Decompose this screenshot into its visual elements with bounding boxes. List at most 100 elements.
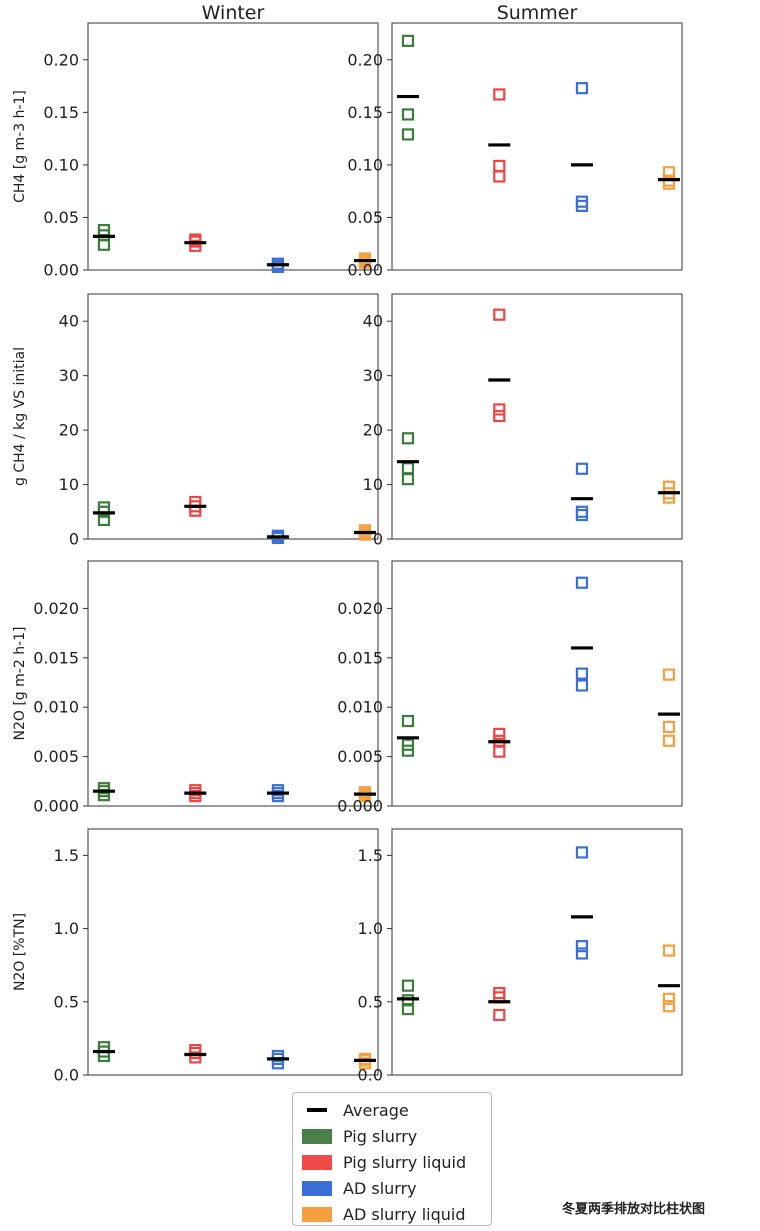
ytick-label-row-3-summer: 0.020 [337,599,383,618]
ytick-label-row-4-winter: 1.5 [54,846,79,865]
ytick-label-row-2-winter: 30 [59,366,79,385]
ytick-label-row-3-winter: 0.020 [33,599,79,618]
point-ad-slurry-liquid-summer-row-3 [662,734,676,747]
ytick-label-row-1-summer: 0.00 [347,261,383,280]
legend-average-marker [307,1108,327,1112]
ytick-label-row-3-summer: 0.015 [337,648,383,667]
point-pig-slurry-summer-row-1 [401,128,415,141]
point-ad-slurry-liquid-winter-row-2 [358,524,372,537]
ytick-label-row-3-winter: 0.010 [33,698,79,717]
ytick-label-row-1-winter: 0.00 [43,261,79,280]
ytick-label-row-1-winter: 0.20 [43,50,79,69]
point-ad-slurry-summer-row-2 [575,508,589,522]
point-ad-slurry-summer-row-4 [575,940,589,953]
row-4-ylabel: N2O [%TN] [12,913,28,991]
point-ad-slurry-summer-row-4 [575,947,589,960]
point-pig-slurry-summer-row-1 [401,108,415,121]
axes-row-2-winter [87,293,379,540]
ytick-label-row-2-summer: 10 [363,475,383,494]
point-ad-slurry-liquid-summer-row-4 [662,944,676,957]
legend: Average Pig slurry Pig slurry liquid AD … [292,1092,492,1226]
ytick-label-row-4-summer: 0.0 [358,1066,383,1085]
ytick-label-row-4-summer: 1.5 [358,846,383,865]
ytick-label-row-2-winter: 10 [59,475,79,494]
ytick-label-row-3-winter: 0.015 [33,648,79,667]
point-pig-slurry-summer-row-2 [401,473,415,486]
legend-item-pig-slurry-liquid: Pig slurry liquid [301,1149,491,1175]
ytick-label-row-2-winter: 0 [69,530,79,549]
point-pig-slurry-winter-row-2 [97,513,111,527]
caption: 冬夏两季排放对比柱状图 [562,1202,706,1217]
point-pig-slurry-summer-row-2 [401,432,415,445]
point-ad-slurry-liquid-summer-row-4 [662,1000,676,1013]
legend-item-ad-slurry-liquid: AD slurry liquid [301,1201,491,1227]
column-title-summer: Summer [497,2,578,24]
point-ad-slurry-summer-row-1 [575,82,589,95]
ytick-label-row-1-summer: 0.05 [347,208,383,227]
axes-row-3-winter [87,560,379,807]
point-ad-slurry-liquid-summer-row-2 [662,480,676,493]
row-2-ylabel: g CH4 / kg VS initial [12,347,28,486]
ytick-label-row-2-winter: 20 [59,421,79,440]
ytick-label-row-1-winter: 0.15 [43,103,79,122]
ytick-label-row-3-winter: 0.000 [33,797,79,816]
row-1-ylabel: CH4 [g m-3 h-1] [12,90,28,203]
point-pig-slurry-liquid-summer-row-2 [493,308,506,321]
legend-pig-slurry-label: Pig slurry [343,1126,418,1146]
ytick-label-row-3-summer: 0.005 [337,747,383,766]
ytick-label-row-1-summer: 0.15 [347,103,383,122]
ytick-label-row-1-summer: 0.20 [347,50,383,69]
ytick-label-row-4-summer: 0.5 [358,992,383,1011]
point-pig-slurry-winter-row-3 [97,782,111,795]
point-ad-slurry-summer-row-3 [575,667,589,680]
ytick-label-row-3-summer: 0.000 [337,797,383,816]
legend-pig-slurry-liquid-label: Pig slurry liquid [343,1152,467,1172]
point-pig-slurry-liquid-winter-row-3 [189,784,202,797]
ytick-label-row-4-winter: 0.5 [54,992,79,1011]
ytick-label-row-3-summer: 0.010 [337,698,383,717]
point-pig-slurry-liquid-summer-row-4 [493,1008,506,1022]
legend-ad-slurry-label: AD slurry [343,1178,417,1198]
legend-ad-slurry-liquid-label: AD slurry liquid [343,1204,466,1224]
point-pig-slurry-summer-row-1 [401,34,415,47]
legend-pig-slurry-liquid-patch [302,1154,332,1170]
ytick-label-row-1-summer: 0.10 [347,155,383,174]
point-ad-slurry-winter-row-4 [271,1049,285,1063]
point-ad-slurry-summer-row-3 [575,576,589,589]
point-pig-slurry-summer-row-4 [401,1003,415,1016]
point-pig-slurry-liquid-winter-row-1 [189,233,202,246]
point-pig-slurry-summer-row-3 [401,714,415,728]
point-ad-slurry-liquid-summer-row-4 [662,992,676,1005]
axes-row-1-winter [87,22,379,271]
axes-row-4-winter [87,828,379,1076]
row-3-ylabel: N2O [g m-2 h-1] [12,627,28,741]
ytick-label-row-4-winter: 0.0 [54,1066,79,1085]
point-ad-slurry-liquid-summer-row-1 [662,166,676,179]
legend-item-average: Average [301,1097,491,1123]
point-ad-slurry-summer-row-3 [575,679,589,692]
point-ad-slurry-winter-row-3 [271,784,285,797]
legend-ad-slurry-patch [302,1180,332,1196]
ytick-label-row-2-summer: 20 [363,421,383,440]
point-pig-slurry-liquid-summer-row-1 [493,159,506,173]
ytick-label-row-2-summer: 0 [373,530,383,549]
point-ad-slurry-summer-row-4 [575,846,589,859]
point-pig-slurry-liquid-summer-row-1 [493,88,506,101]
point-ad-slurry-liquid-winter-row-3 [358,786,372,799]
point-pig-slurry-liquid-summer-row-2 [493,403,506,416]
legend-pig-slurry-patch [302,1128,332,1144]
point-ad-slurry-liquid-summer-row-3 [662,720,676,734]
point-ad-slurry-summer-row-1 [575,199,589,212]
point-ad-slurry-liquid-winter-row-1 [358,252,372,265]
column-title-winter: Winter [202,2,265,24]
point-ad-slurry-summer-row-2 [575,462,589,475]
legend-item-pig-slurry: Pig slurry [301,1123,491,1149]
ytick-label-row-2-summer: 40 [363,312,383,331]
point-pig-slurry-liquid-summer-row-3 [493,745,506,758]
point-pig-slurry-liquid-summer-row-3 [493,727,506,740]
legend-average-label: Average [343,1100,409,1120]
ytick-label-row-4-winter: 1.0 [54,919,79,938]
point-ad-slurry-liquid-summer-row-3 [662,668,676,681]
point-pig-slurry-liquid-summer-row-2 [493,409,506,423]
